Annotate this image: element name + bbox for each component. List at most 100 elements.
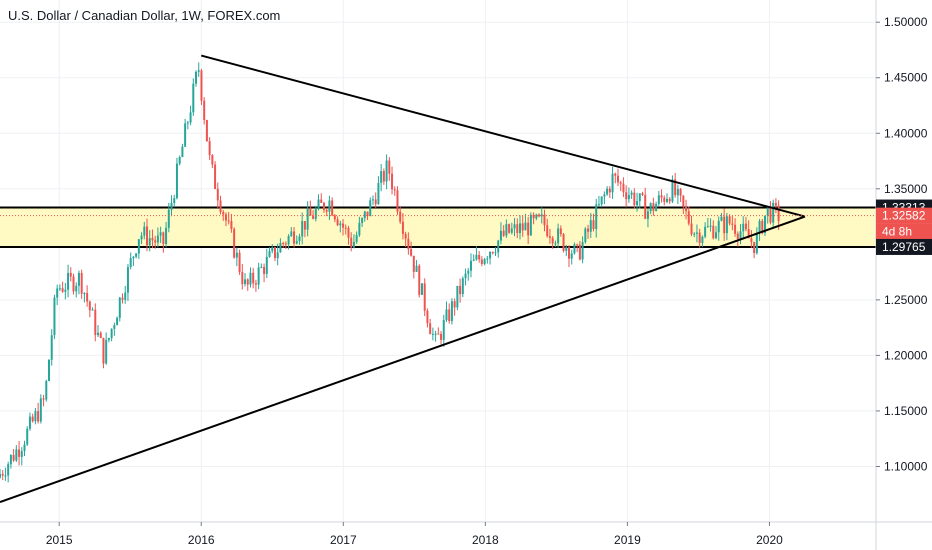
time-tick-label: 2020	[756, 533, 783, 547]
candle	[99, 331, 102, 339]
candle	[77, 270, 80, 295]
candle-body	[331, 200, 334, 216]
candle-body	[744, 223, 747, 230]
candle-body	[625, 192, 628, 200]
candle-body	[720, 216, 723, 221]
candle-body	[222, 212, 225, 215]
candle	[535, 213, 538, 221]
candle-body	[646, 211, 649, 219]
candle-body	[325, 210, 328, 212]
candle-body	[165, 227, 168, 244]
candle	[510, 222, 513, 235]
candle-body	[317, 199, 320, 210]
candle	[538, 213, 541, 218]
candle-body	[649, 203, 652, 212]
candle-body	[712, 225, 715, 239]
candle	[156, 227, 159, 248]
candle-body	[110, 328, 113, 339]
candle	[18, 441, 21, 466]
candle-body	[755, 232, 758, 254]
candle	[521, 215, 524, 237]
candle	[23, 440, 26, 457]
candle-body	[265, 256, 268, 274]
candle-body	[244, 279, 247, 285]
candle-body	[252, 272, 255, 284]
candle-body	[377, 182, 380, 205]
candle-body	[77, 272, 80, 286]
candle-body	[382, 171, 385, 182]
candle	[200, 68, 203, 105]
candle	[415, 259, 418, 272]
candle	[660, 189, 663, 203]
candle	[627, 187, 630, 203]
candle	[698, 228, 701, 248]
candle	[4, 467, 7, 481]
candle	[9, 454, 12, 469]
candle-body	[156, 235, 159, 243]
candle	[39, 394, 42, 424]
candle	[219, 195, 222, 215]
candle	[486, 255, 489, 264]
candle-body	[192, 83, 195, 113]
candle-body	[58, 288, 61, 290]
candle-body	[135, 253, 138, 257]
candle	[69, 267, 72, 282]
candle	[502, 225, 505, 237]
chart-title: U.S. Dollar / Canadian Dollar, 1W, FOREX…	[8, 8, 281, 23]
zone-fill	[0, 207, 876, 247]
candle-body	[489, 252, 492, 259]
candle	[532, 212, 535, 225]
price-tick-label: 1.20000	[884, 348, 928, 362]
candle-body	[597, 204, 600, 206]
candle	[755, 227, 758, 255]
candle-body	[371, 199, 374, 201]
candle	[453, 298, 456, 316]
candle	[685, 199, 688, 220]
candle	[181, 143, 184, 158]
candle	[298, 233, 301, 245]
candle-body	[774, 202, 777, 206]
candle	[355, 231, 358, 244]
candle-body	[339, 223, 342, 226]
candle	[314, 205, 317, 222]
candle-body	[728, 216, 731, 224]
candle-body	[679, 188, 682, 196]
price-label-box	[876, 238, 932, 255]
candle	[769, 201, 772, 225]
candle-body	[230, 221, 233, 230]
candle-body	[53, 297, 56, 336]
candle-body	[312, 215, 315, 219]
candle	[459, 278, 462, 303]
candle-body	[48, 359, 51, 381]
candle	[211, 154, 214, 169]
time-tick-label: 2019	[614, 533, 641, 547]
candle	[527, 217, 530, 245]
candle	[107, 337, 110, 343]
candle	[0, 468, 1, 479]
candle-body	[352, 241, 355, 248]
time-tick-label: 2016	[188, 533, 215, 547]
candle-body	[723, 216, 726, 234]
candle-body	[538, 214, 541, 217]
candle-body	[393, 189, 396, 191]
candle	[301, 212, 304, 245]
candle	[331, 197, 334, 217]
candle	[371, 195, 374, 206]
candle-body	[611, 173, 614, 193]
candle	[540, 207, 543, 224]
candle-body	[358, 222, 361, 236]
candle-body	[592, 220, 595, 229]
candle	[273, 246, 276, 262]
candle-body	[224, 214, 227, 221]
candle-body	[124, 292, 127, 300]
candle	[505, 219, 508, 238]
candle	[434, 330, 437, 342]
candle	[524, 213, 527, 231]
price-label: 1.32582	[882, 209, 926, 223]
candle	[616, 168, 619, 187]
candle-body	[461, 278, 464, 295]
candle-body	[464, 273, 467, 279]
